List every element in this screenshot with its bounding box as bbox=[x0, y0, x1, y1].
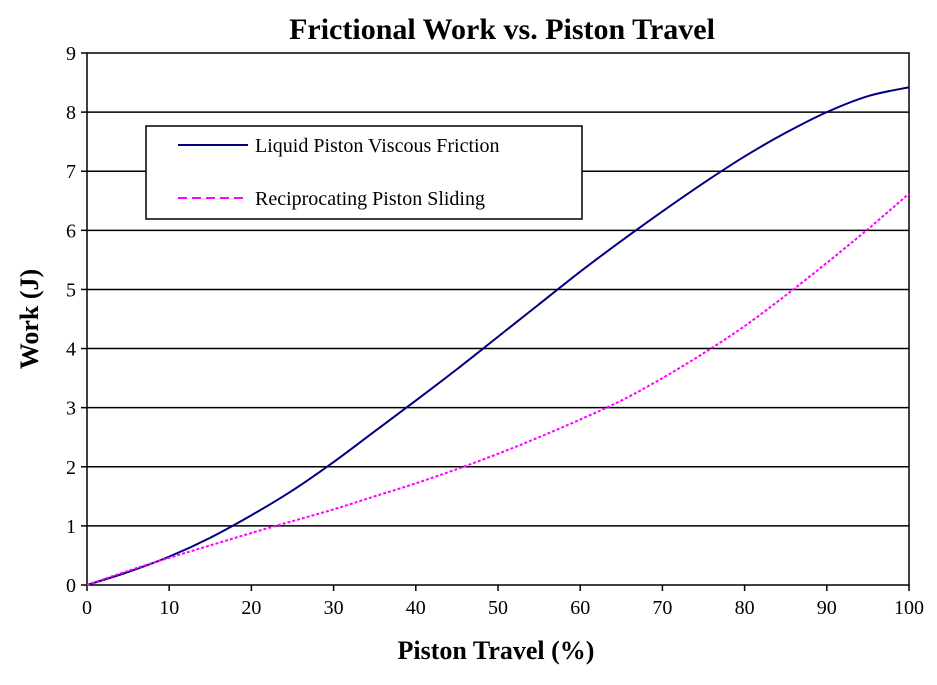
tick-label-x-30: 30 bbox=[324, 597, 344, 619]
tick-label-x-60: 60 bbox=[570, 597, 590, 619]
tick-label-y-1: 1 bbox=[66, 516, 76, 538]
tick-label-x-100: 100 bbox=[894, 597, 924, 619]
tick-label-x-10: 10 bbox=[159, 597, 179, 619]
series-line-reciprocating-piston-sliding bbox=[86, 192, 910, 586]
tick-label-x-80: 80 bbox=[735, 597, 755, 619]
tick-label-y-4: 4 bbox=[66, 339, 76, 361]
legend-label-reciprocating-piston: Reciprocating Piston Sliding bbox=[255, 188, 485, 210]
tick-label-x-20: 20 bbox=[241, 597, 261, 619]
chart-title: Frictional Work vs. Piston Travel bbox=[289, 13, 715, 46]
tick-label-y-3: 3 bbox=[66, 398, 76, 420]
legend-label-liquid-piston: Liquid Piston Viscous Friction bbox=[255, 135, 500, 157]
tick-label-y-8: 8 bbox=[66, 102, 76, 124]
tick-label-y-9: 9 bbox=[66, 43, 76, 65]
tick-label-y-2: 2 bbox=[66, 457, 76, 479]
tick-label-x-40: 40 bbox=[406, 597, 426, 619]
legend: Liquid Piston Viscous Friction Reciproca… bbox=[145, 125, 583, 220]
series-line-liquid-piston-viscous-friction bbox=[86, 86, 910, 586]
tick-label-x-0: 0 bbox=[82, 597, 92, 619]
tick-label-x-90: 90 bbox=[817, 597, 837, 619]
legend-box bbox=[145, 125, 583, 220]
series-lines bbox=[86, 86, 910, 586]
tick-label-y-6: 6 bbox=[66, 220, 76, 242]
tick-label-x-70: 70 bbox=[652, 597, 672, 619]
tick-label-y-7: 7 bbox=[66, 161, 76, 183]
y-axis-title: Work (J) bbox=[15, 269, 44, 369]
x-axis-title: Piston Travel (%) bbox=[398, 636, 595, 665]
tick-label-y-0: 0 bbox=[66, 575, 76, 597]
tick-label-x-50: 50 bbox=[488, 597, 508, 619]
tick-label-y-5: 5 bbox=[66, 279, 76, 301]
